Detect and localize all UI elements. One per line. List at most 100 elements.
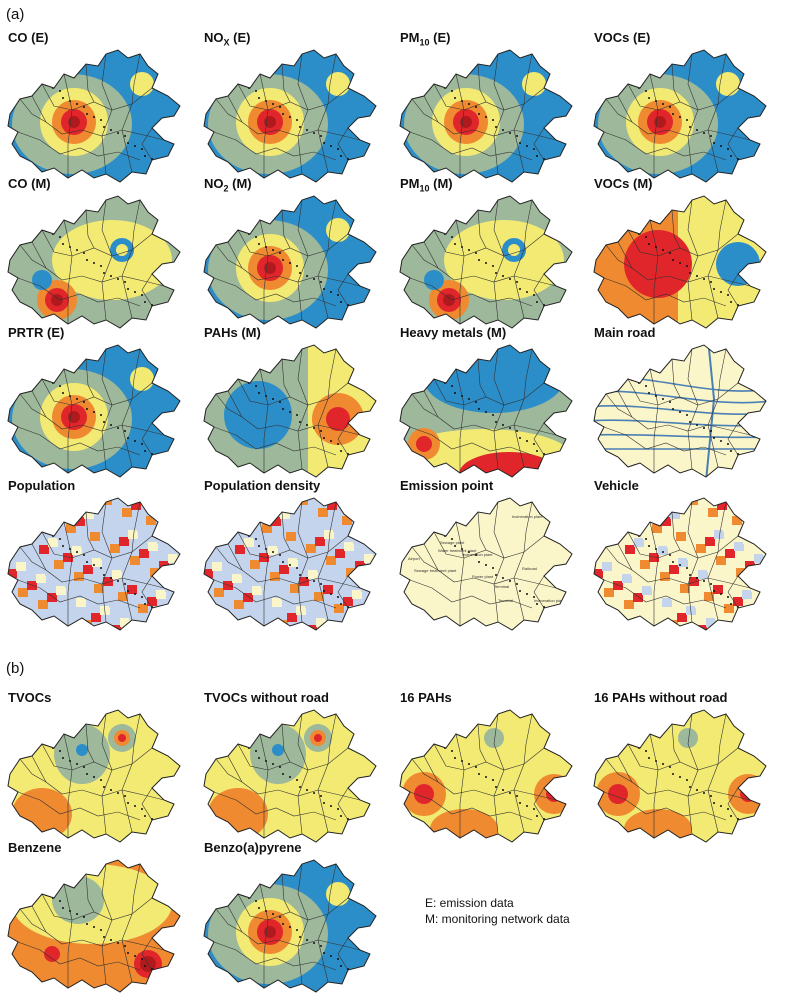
district-border xyxy=(617,543,751,589)
monitoring-point xyxy=(495,421,497,423)
monitoring-point xyxy=(686,567,688,569)
monitoring-point xyxy=(526,145,528,147)
monitoring-point xyxy=(117,278,119,280)
district-border xyxy=(423,755,557,801)
monitoring-point xyxy=(124,430,126,432)
district-border xyxy=(649,219,659,324)
district-cell xyxy=(634,538,644,547)
monitoring-point xyxy=(468,398,470,400)
city-boundary xyxy=(203,344,377,478)
district-cell xyxy=(325,611,335,620)
monitoring-point xyxy=(550,821,552,823)
district-cell xyxy=(677,613,687,622)
monitoring-point xyxy=(296,119,298,121)
monitoring-point xyxy=(296,779,298,781)
district-cell xyxy=(174,576,180,585)
monitoring-point xyxy=(509,132,511,134)
district-cell xyxy=(662,598,672,607)
emission-label: Incineration plant xyxy=(462,552,493,557)
district-map xyxy=(593,195,767,329)
map-panel-vehicle: Vehicle xyxy=(588,478,780,636)
monitoring-point xyxy=(669,252,671,254)
district-border xyxy=(17,941,141,971)
monitoring-point xyxy=(686,119,688,121)
panel-title: PM10 (E) xyxy=(400,30,451,48)
city-boundary xyxy=(399,49,573,183)
district-border xyxy=(411,758,439,783)
district-cell xyxy=(630,622,640,630)
district-border xyxy=(493,53,505,175)
monitoring-point xyxy=(478,561,480,563)
monitoring-point xyxy=(417,164,419,166)
monitoring-point xyxy=(158,307,160,309)
monitoring-point xyxy=(475,106,477,108)
district-cell xyxy=(36,574,46,583)
district-border xyxy=(671,63,681,103)
monitoring-point xyxy=(289,776,291,778)
monitoring-point xyxy=(238,887,240,889)
monitoring-point xyxy=(611,459,613,461)
district-border xyxy=(17,791,141,821)
district-cell xyxy=(168,554,178,563)
district-cell xyxy=(696,544,706,553)
monitoring-point xyxy=(669,401,671,403)
district-cell xyxy=(308,570,318,579)
monitoring-point xyxy=(117,580,119,582)
monitoring-point xyxy=(217,728,219,730)
monitoring-point xyxy=(100,567,102,569)
monitoring-point xyxy=(296,414,298,416)
district-cell xyxy=(678,558,688,567)
district-cell xyxy=(122,508,132,517)
monitoring-point xyxy=(100,779,102,781)
panel-title: 16 PAHs without road xyxy=(594,690,728,705)
district-border xyxy=(281,873,291,913)
district-border xyxy=(409,426,533,456)
monitoring-point xyxy=(141,808,143,810)
panel-title: Heavy metals (M) xyxy=(400,325,507,340)
monitoring-point xyxy=(420,217,422,219)
monitoring-point xyxy=(320,281,322,283)
monitoring-point xyxy=(744,456,746,458)
monitoring-point xyxy=(86,923,88,925)
district-cell xyxy=(27,581,37,590)
panel-title: NOX (E) xyxy=(204,30,251,48)
monitoring-point xyxy=(413,68,415,70)
district-border xyxy=(297,501,309,623)
district-cell xyxy=(370,576,376,585)
monitoring-point xyxy=(28,881,30,883)
monitoring-point xyxy=(299,786,301,788)
district-cell xyxy=(744,616,754,625)
district-map xyxy=(593,49,767,183)
district-cell xyxy=(261,579,271,588)
district-cell xyxy=(176,602,180,611)
district-border xyxy=(337,273,349,307)
monitoring-point xyxy=(110,424,112,426)
monitoring-point xyxy=(158,161,160,163)
district-cell xyxy=(633,593,643,602)
district-border xyxy=(63,73,73,178)
monitoring-point xyxy=(35,369,37,371)
monitoring-point xyxy=(526,440,528,442)
emission-label: Power plant xyxy=(472,574,494,579)
district-border xyxy=(227,241,361,287)
district-border xyxy=(603,579,727,609)
district-border xyxy=(727,575,739,609)
monitoring-point xyxy=(614,217,616,219)
map-panel-benzo-a-pyrene: Benzo(a)pyrene xyxy=(198,840,390,998)
monitoring-point xyxy=(662,551,664,553)
monitoring-point xyxy=(221,459,223,461)
monitoring-point xyxy=(662,763,664,765)
monitoring-point xyxy=(485,564,487,566)
monitoring-point xyxy=(672,408,674,410)
district-border xyxy=(141,787,153,821)
monitoring-point xyxy=(628,223,630,225)
monitoring-point xyxy=(42,372,44,374)
district-cell xyxy=(204,569,213,578)
district-cell xyxy=(110,544,120,553)
district-cell xyxy=(277,539,287,548)
district-cell xyxy=(147,597,157,606)
map-panel-pm10-m: PM10 (M) xyxy=(394,176,586,334)
district-map xyxy=(593,709,767,843)
monitoring-point xyxy=(427,220,429,222)
district-map xyxy=(399,49,573,183)
